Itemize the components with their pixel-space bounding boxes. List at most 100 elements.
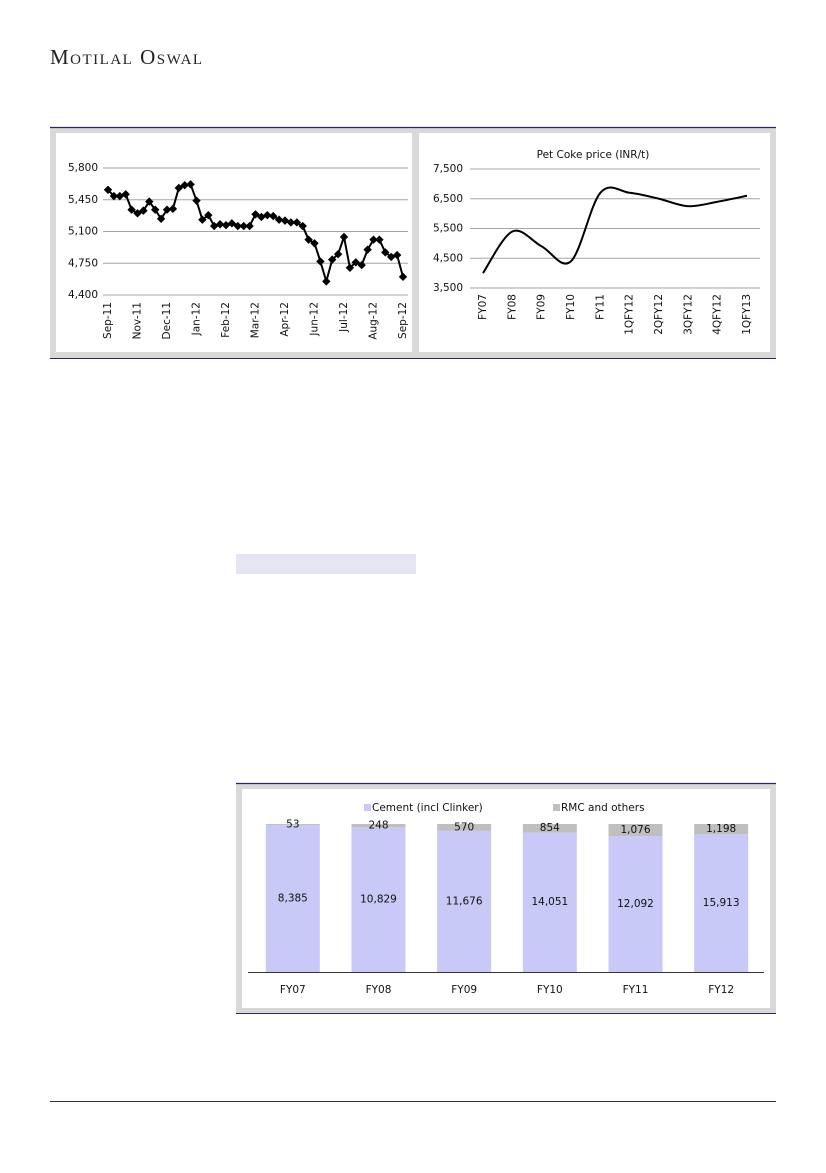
y-tick-label: 5,100 [68, 226, 98, 238]
data-marker [233, 221, 242, 231]
chart-title: Pet Coke price (INR/t) [537, 149, 650, 161]
bar-segment [608, 836, 663, 972]
data-marker [339, 232, 349, 242]
legend-swatch [553, 804, 560, 811]
bar-segment [522, 832, 577, 972]
data-marker [180, 181, 189, 190]
data-marker [286, 218, 296, 227]
bar-segment [608, 824, 663, 837]
data-marker [145, 197, 154, 206]
data-marker [115, 191, 124, 201]
x-tick-label: FY07 [280, 984, 306, 996]
bar-segment [437, 830, 492, 972]
bar-segment [265, 824, 320, 972]
data-marker [357, 260, 366, 270]
x-tick-label: FY11 [623, 984, 649, 996]
data-marker [139, 206, 148, 215]
data-label: 10,829 [360, 894, 397, 906]
x-tick-label: FY08 [506, 294, 518, 320]
data-label: 14,051 [531, 896, 568, 908]
data-marker [257, 212, 266, 222]
x-tick-label: 2QFY12 [653, 294, 665, 335]
data-marker [263, 210, 272, 220]
legend-swatch [364, 804, 371, 811]
x-tick-label: Jul-12 [338, 302, 350, 333]
data-marker [345, 263, 355, 272]
chart-panel [56, 133, 412, 352]
bar-segment [351, 827, 406, 972]
data-marker [269, 211, 278, 221]
y-tick-label: 5,800 [68, 162, 98, 174]
data-marker [239, 221, 248, 231]
data-marker [328, 255, 337, 264]
chart-panel [242, 789, 770, 1008]
data-marker [121, 190, 130, 199]
data-label: 570 [454, 821, 474, 833]
data-marker [322, 277, 331, 286]
data-marker [251, 210, 260, 219]
x-tick-label: Sep-12 [397, 302, 409, 339]
x-tick-label: FY09 [451, 984, 477, 996]
y-tick-label: 4,500 [433, 252, 463, 264]
y-tick-label: 3,500 [433, 282, 463, 294]
data-label: 1,198 [706, 823, 736, 835]
brand: Motilal Oswal [50, 45, 204, 69]
x-tick-label: 1QFY13 [741, 294, 753, 335]
data-marker [192, 196, 201, 205]
y-tick-label: 6,500 [433, 193, 463, 205]
data-label: 53 [286, 818, 299, 830]
x-tick-label: FY09 [536, 294, 548, 320]
data-marker [162, 205, 172, 214]
x-tick-label: 1QFY12 [624, 294, 636, 335]
data-marker [369, 235, 378, 244]
data-marker [292, 218, 301, 227]
data-marker [381, 248, 390, 257]
data-marker [215, 220, 225, 229]
data-label: 11,676 [446, 895, 483, 907]
bar-segment [522, 824, 577, 833]
y-tick-label: 7,500 [433, 163, 463, 175]
data-marker [398, 272, 408, 282]
data-label: 1,076 [620, 824, 650, 836]
data-marker [198, 215, 207, 224]
x-tick-label: FY10 [565, 294, 577, 320]
x-tick-label: Mar-12 [250, 302, 262, 338]
data-marker [245, 221, 254, 231]
y-tick-label: 4,750 [68, 257, 98, 269]
bar-segment [351, 824, 406, 828]
data-label: 248 [368, 820, 388, 832]
bar-segment [265, 824, 320, 825]
data-marker [109, 191, 119, 201]
data-marker [274, 215, 284, 224]
data-marker [375, 235, 384, 244]
x-tick-label: 3QFY12 [682, 294, 694, 335]
x-tick-label: Apr-12 [279, 302, 291, 337]
x-tick-label: FY11 [594, 294, 606, 320]
x-tick-label: Feb-12 [220, 302, 232, 338]
data-marker [298, 221, 307, 231]
y-tick-label: 4,400 [68, 289, 98, 301]
data-marker [316, 257, 325, 266]
data-label: 8,385 [278, 892, 308, 904]
x-tick-label: 4QFY12 [712, 294, 724, 335]
data-marker [227, 219, 237, 228]
bar-segment [694, 824, 749, 835]
data-marker [333, 249, 343, 259]
bar-segment [694, 834, 749, 972]
x-tick-label: Dec-11 [161, 302, 173, 339]
legend-label: Cement (incl Clinker) [372, 802, 483, 814]
x-tick-label: FY07 [477, 294, 489, 320]
y-tick-label: 5,500 [433, 223, 463, 235]
data-marker [351, 258, 360, 267]
data-marker [103, 185, 113, 194]
data-line [482, 186, 748, 274]
x-tick-label: Sep-11 [102, 302, 114, 339]
x-tick-label: FY10 [537, 984, 563, 996]
data-marker [204, 210, 213, 220]
data-label: 12,092 [617, 898, 654, 910]
data-marker [133, 209, 142, 218]
x-tick-label: Jan-12 [191, 302, 203, 336]
y-tick-label: 5,450 [68, 194, 98, 206]
